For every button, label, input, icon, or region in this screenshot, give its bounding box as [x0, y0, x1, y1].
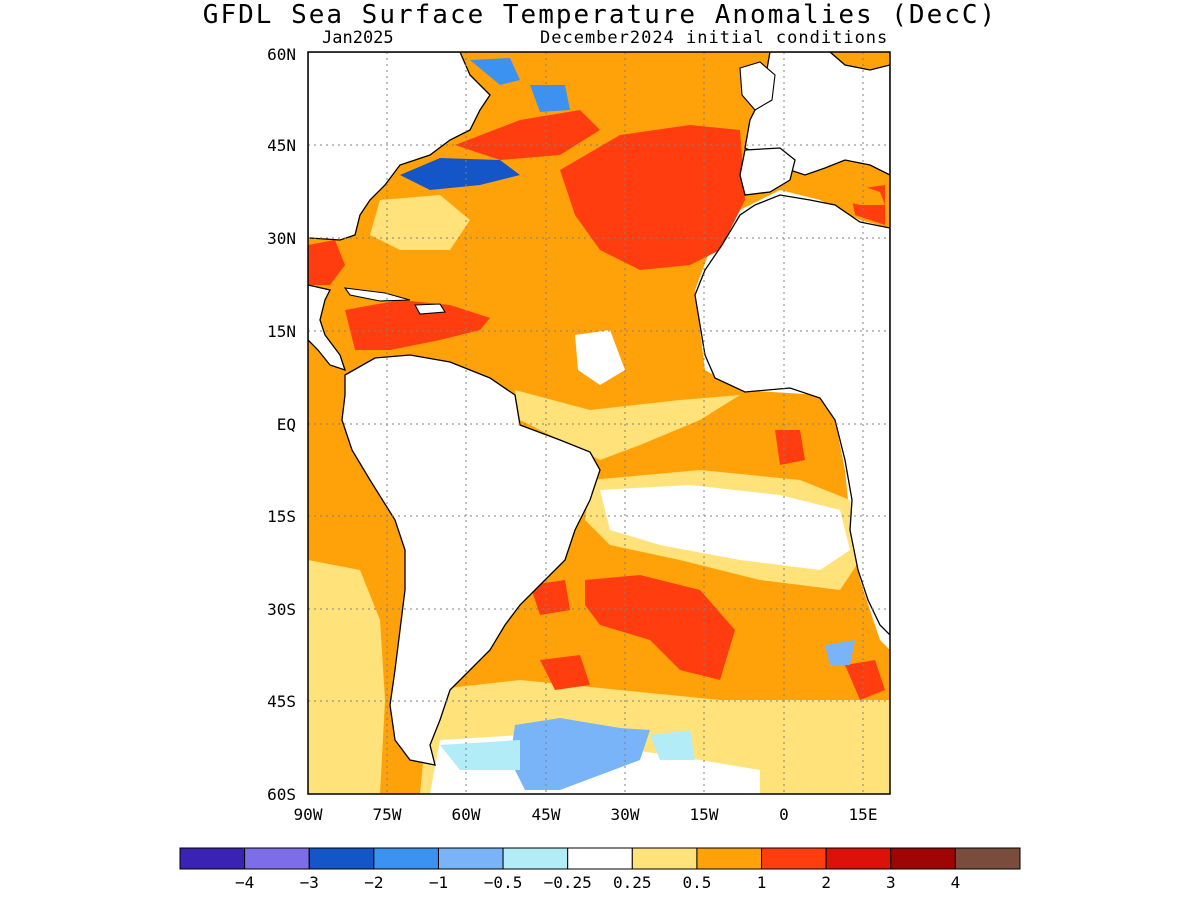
graticule: [308, 52, 890, 794]
anomaly-blue-southeast: [825, 640, 855, 665]
mediterranean-sea: [790, 178, 885, 205]
lat-tick: 30S: [267, 600, 296, 619]
lon-tick: 15E: [849, 805, 878, 824]
lat-tick: 45S: [267, 692, 296, 711]
british-isles-land: [739, 61, 776, 111]
land-masses: [308, 52, 890, 766]
colorbar-label: −2: [364, 873, 383, 892]
lat-tick: 15S: [267, 507, 296, 526]
colorbar-label: −3: [300, 873, 319, 892]
colorbar-label: 3: [886, 873, 896, 892]
lon-tick: 60W: [452, 805, 481, 824]
colorbar-swatch: [437, 847, 504, 870]
colorbar-swatch: [631, 847, 698, 870]
map-title: GFDL Sea Surface Temperature Anomalies (…: [202, 0, 998, 30]
colorbar-swatch: [502, 847, 569, 870]
anomaly-blue-labrador: [470, 58, 520, 85]
anomaly-red-newfoundland: [455, 110, 600, 160]
anomaly-pale-pacific: [308, 560, 385, 794]
colorbar-swatch: [890, 847, 956, 870]
colorbar-swatch: [954, 847, 1021, 870]
colorbar: −4 −3 −2 −1 −0.5 −0.25 0.25 0.5 1 2 3 4: [179, 847, 1021, 892]
anomaly-red-gulf-of-guinea: [775, 430, 805, 465]
lon-tick: 75W: [373, 805, 402, 824]
anomaly-red-south-atlantic: [585, 575, 735, 680]
lat-tick: 15N: [267, 322, 296, 341]
colorbar-swatch: [308, 847, 375, 870]
colorbar-label: 1: [757, 873, 767, 892]
hispaniola-land: [414, 303, 446, 315]
forecast-month-label: Jan2025: [322, 28, 394, 48]
longitude-axis: 90W 75W 60W 45W 30W 15W 0 15E: [294, 805, 878, 824]
anomaly-red-brazil-coast: [530, 580, 570, 615]
lon-tick: 90W: [294, 805, 323, 824]
latitude-axis: 60N 45N 30N 15N EQ 15S 30S 45S 60S: [267, 45, 296, 804]
colorbar-swatch: [567, 847, 633, 870]
lat-tick: EQ: [277, 415, 296, 434]
colorbar-swatch: [825, 847, 892, 870]
initial-conditions-label: December2024 initial conditions: [540, 28, 889, 48]
lat-tick: 60N: [267, 45, 296, 64]
map-frame: [307, 51, 891, 795]
lon-tick: 0: [779, 805, 789, 824]
colorbar-swatch: [761, 847, 827, 870]
anomaly-blue-gulf-stream: [400, 158, 520, 190]
colorbar-label: −4: [235, 873, 254, 892]
europe-land: [744, 52, 890, 176]
anomaly-pale-northwest: [370, 195, 470, 250]
anomaly-blue-newfoundland-east: [530, 85, 570, 112]
lon-tick: 15W: [690, 805, 719, 824]
colorbar-label: 4: [951, 873, 961, 892]
anomaly-neutral-south-central: [600, 485, 850, 570]
colorbar-swatch: [696, 847, 763, 870]
colorbar-label: 0.5: [682, 873, 711, 892]
lat-tick: 30N: [267, 229, 296, 248]
colorbar-label: −1: [429, 873, 448, 892]
lon-tick: 30W: [611, 805, 640, 824]
anomaly-red-gulf: [308, 240, 345, 285]
colorbar-swatch: [244, 847, 310, 870]
colorbar-swatch: [373, 847, 439, 870]
colorbar-label: 0.25: [613, 873, 652, 892]
lat-tick: 45N: [267, 136, 296, 155]
colorbar-label: −0.5: [484, 873, 523, 892]
north-america-land: [308, 52, 491, 241]
colorbar-label: −0.25: [544, 873, 592, 892]
africa-land: [694, 194, 890, 636]
south-america-land: [341, 354, 601, 766]
central-america-land: [308, 284, 347, 372]
iberia-land: [739, 147, 796, 196]
anomaly-lightblue-southern-1: [510, 718, 650, 790]
colorbar-swatch: [179, 847, 246, 870]
anomaly-neutral-tropical: [575, 330, 625, 385]
lon-tick: 45W: [532, 805, 561, 824]
anomaly-red-south-african: [540, 655, 590, 690]
anomaly-red-north-atlantic: [560, 125, 745, 270]
anomaly-pale-equatorial: [515, 390, 740, 460]
anomaly-lightblue-southern-2: [440, 740, 520, 770]
lat-tick: 60S: [267, 785, 296, 804]
anomaly-red-caribbean: [345, 300, 490, 350]
cuba-land: [343, 287, 411, 302]
colorbar-label: 2: [821, 873, 831, 892]
anomaly-red-south-east: [845, 660, 885, 700]
anomaly-lightblue-southern-3: [650, 730, 695, 760]
